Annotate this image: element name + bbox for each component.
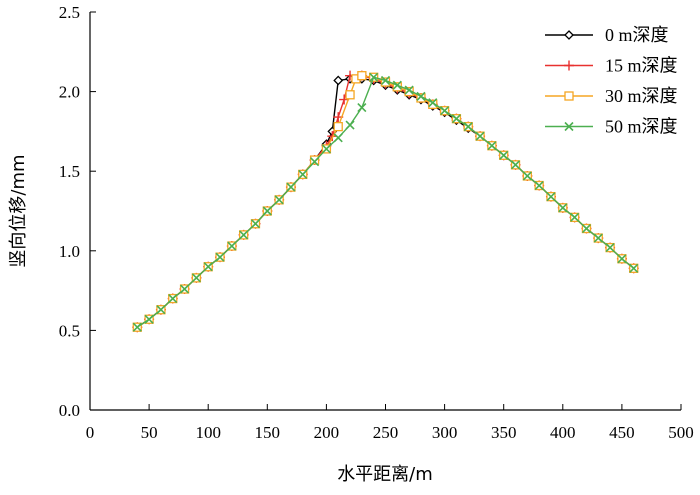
data-point xyxy=(144,314,154,324)
data-point xyxy=(617,254,627,264)
data-point xyxy=(487,141,497,151)
data-point xyxy=(339,94,350,105)
x-tick-label: 250 xyxy=(373,423,399,442)
data-point xyxy=(179,284,190,294)
data-point xyxy=(298,169,308,179)
x-tick-label: 400 xyxy=(550,423,576,442)
data-point xyxy=(239,230,249,240)
x-tick-label: 50 xyxy=(141,423,158,442)
data-point xyxy=(250,219,261,229)
series-4 xyxy=(132,72,639,332)
data-point xyxy=(357,71,367,81)
data-point xyxy=(310,157,320,167)
data-point xyxy=(558,203,568,213)
legend-marker xyxy=(564,60,574,71)
data-point xyxy=(629,263,639,273)
x-ticks: 0 50 100 150 200 250 300 350 400 450 500 xyxy=(86,404,694,442)
legend-label: 30 m深度 xyxy=(605,86,678,106)
series-1 xyxy=(132,73,639,333)
series-line xyxy=(136,76,635,328)
data-point xyxy=(546,192,556,202)
data-point xyxy=(345,120,355,130)
x-tick-label: 450 xyxy=(609,423,635,442)
data-point xyxy=(570,212,580,222)
data-point xyxy=(428,98,438,108)
data-point xyxy=(156,305,166,315)
axes xyxy=(89,12,681,411)
legend-label: 50 m深度 xyxy=(605,117,678,137)
series-3 xyxy=(132,71,639,332)
legend-entry: 50 m深度 xyxy=(545,117,678,137)
data-point xyxy=(499,150,509,160)
data-point xyxy=(309,155,320,165)
x-axis-title: 水平距离/m xyxy=(337,464,433,485)
data-point xyxy=(345,90,355,100)
data-point xyxy=(440,106,450,116)
data-point xyxy=(203,262,213,272)
data-point xyxy=(475,131,485,141)
x-tick-label: 100 xyxy=(195,423,221,442)
data-point xyxy=(333,75,344,86)
legend-label: 0 m深度 xyxy=(605,25,669,45)
data-point xyxy=(357,102,367,113)
series-2 xyxy=(132,70,639,333)
data-point xyxy=(369,72,379,82)
data-point xyxy=(215,252,225,262)
x-tick-label: 350 xyxy=(491,423,517,442)
y-ticks: 0.0 0.5 1.0 1.5 2.0 2.5 xyxy=(59,3,96,420)
x-tick-label: 150 xyxy=(255,423,281,442)
data-point xyxy=(605,243,615,253)
plot-area xyxy=(132,70,639,333)
data-point xyxy=(581,223,592,234)
y-tick-label: 0.5 xyxy=(59,321,80,340)
series-line xyxy=(136,74,635,328)
series-line xyxy=(136,74,635,328)
data-point xyxy=(286,182,296,192)
y-tick-label: 2.5 xyxy=(59,3,80,22)
data-point xyxy=(522,171,532,181)
data-point xyxy=(321,144,331,154)
data-point xyxy=(463,122,473,132)
data-point xyxy=(510,160,521,170)
x-tick-label: 0 xyxy=(86,423,95,442)
data-point xyxy=(392,80,402,90)
data-point xyxy=(227,241,237,251)
data-point xyxy=(262,206,272,216)
series-line xyxy=(136,78,635,328)
y-tick-label: 1.5 xyxy=(59,162,80,181)
data-point xyxy=(333,133,343,143)
legend-entry: 30 m深度 xyxy=(545,86,678,106)
legend-entry: 15 m深度 xyxy=(545,56,678,76)
data-point xyxy=(168,293,178,304)
y-tick-label: 2.0 xyxy=(59,83,80,102)
data-point xyxy=(428,99,438,109)
legend-entry: 0 m深度 xyxy=(545,25,669,45)
legend-label: 15 m深度 xyxy=(605,56,678,76)
legend-marker xyxy=(564,30,574,40)
x-tick-label: 300 xyxy=(432,423,458,442)
data-point xyxy=(132,322,142,332)
data-point xyxy=(534,180,544,191)
y-tick-label: 0.0 xyxy=(59,401,80,420)
data-point xyxy=(404,85,414,95)
data-point xyxy=(451,114,461,124)
data-point xyxy=(416,91,426,101)
legend-marker xyxy=(564,121,574,132)
y-axis-title: 竖向位移/mm xyxy=(8,154,29,267)
x-tick-label: 500 xyxy=(668,423,694,442)
legend-marker xyxy=(564,91,574,101)
data-point xyxy=(191,273,201,283)
data-point xyxy=(274,195,284,205)
data-point xyxy=(333,121,343,132)
data-point xyxy=(380,75,391,86)
y-tick-label: 1.0 xyxy=(59,242,80,261)
data-point xyxy=(593,233,603,243)
legend: 0 m深度 15 m深度 30 m深度 50 m深度 xyxy=(545,25,678,137)
x-tick-label: 200 xyxy=(314,423,340,442)
